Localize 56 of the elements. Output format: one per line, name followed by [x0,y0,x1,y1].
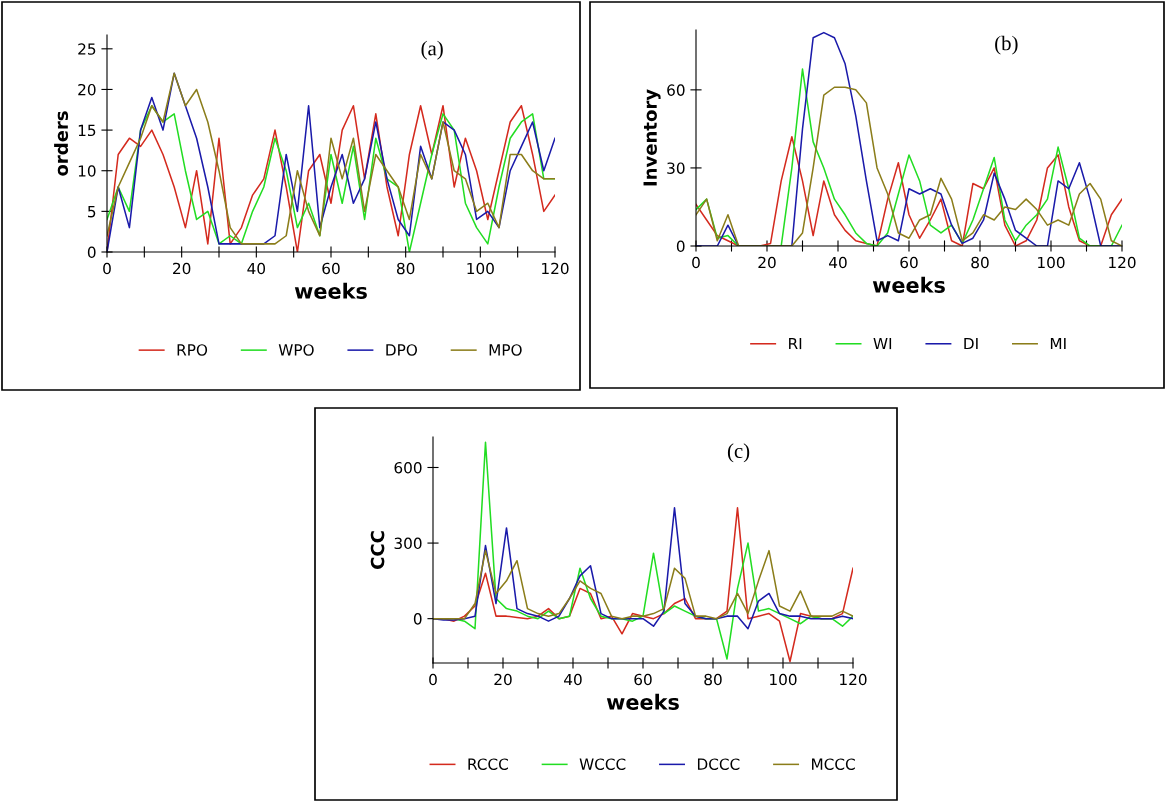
y-tick-label: 10 [78,165,96,177]
y-tick-label: 0 [676,240,685,253]
x-tick-label: 120 [1109,256,1136,269]
y-tick-label: 0 [87,246,96,259]
legend-label: DPO [386,344,417,356]
x-tick-label: 80 [704,673,722,686]
legend-label: WI [873,337,892,350]
y-tick-label: 5 [88,206,96,218]
x-tick-label: 80 [971,256,989,269]
x-axis-title: weeks [606,693,679,710]
x-tick-label: 60 [634,673,652,686]
x-tick-label: 40 [247,262,266,275]
legend-label: DCCC [697,758,740,770]
y-axis-title: CCC [370,531,385,569]
y-tick-label: 25 [78,43,96,55]
x-tick-label: 20 [758,256,776,269]
annotation: (c) [727,443,750,463]
x-axis-title: weeks [872,276,945,293]
line-series [433,549,853,620]
x-tick-label: 40 [564,673,582,686]
y-tick-label: 30 [667,162,685,174]
y-axis-title: orders [54,111,69,176]
y-tick-label: 15 [78,124,96,137]
x-tick-label: 0 [429,673,437,686]
annotation: (b) [995,35,1018,55]
legend-label: WCCC [579,758,626,770]
x-tick-label: 20 [494,673,512,686]
legend-label: MI [1050,337,1066,350]
y-tick-label: 600 [394,461,422,474]
y-tick-label: 300 [394,537,422,550]
legend-label: DI [964,337,978,350]
x-tick-label: 120 [840,673,867,686]
y-tick-label: 20 [78,83,96,96]
y-tick-label: 60 [667,84,685,96]
legend-label: RCCC [468,758,508,770]
x-tick-label: 40 [829,256,847,269]
x-tick-label: 80 [396,262,415,275]
x-tick-label: 60 [322,262,340,275]
x-tick-label: 100 [467,262,494,275]
x-tick-label: 60 [900,256,918,269]
annotation: (a) [421,40,443,60]
y-tick-label: 0 [413,613,422,625]
legend-label: MPO [489,344,522,356]
legend-label: MCCC [812,758,855,770]
x-tick-label: 0 [692,256,700,269]
line-series [433,507,853,630]
x-tick-label: 120 [542,262,569,275]
x-tick-label: 100 [770,673,797,686]
x-axis-title: weeks [294,282,367,299]
x-tick-label: 100 [1038,256,1065,269]
legend-label: WPO [278,344,314,356]
legend-label: RPO [177,344,208,356]
y-axis-title: Inventory [643,89,661,186]
x-tick-label: 0 [103,262,111,275]
x-tick-label: 20 [173,262,191,275]
legend-label: RI [789,337,802,350]
